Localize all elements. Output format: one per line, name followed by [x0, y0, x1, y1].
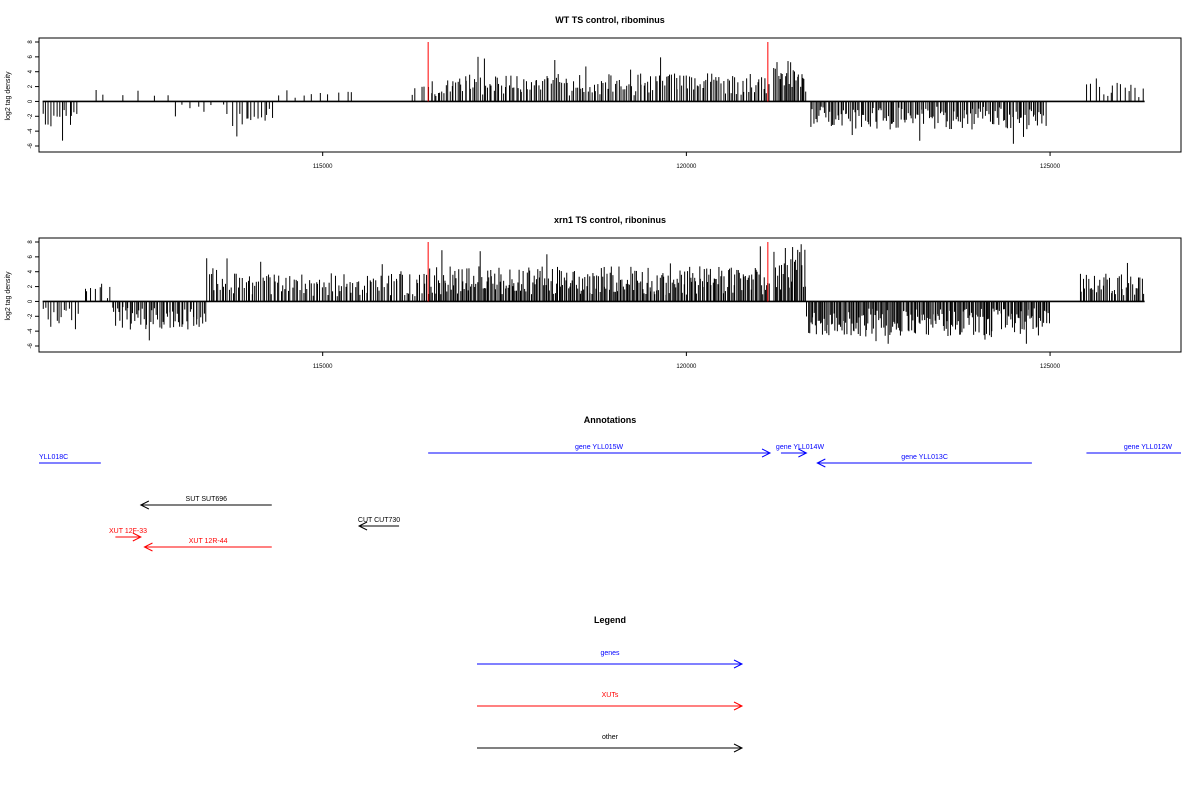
- x-tick-label: 125000: [1040, 364, 1061, 370]
- x-tick-label: 120000: [676, 164, 697, 170]
- y-tick-label: -4: [28, 328, 34, 334]
- marker-lines: [427, 42, 769, 102]
- feature-arrowhead: [816, 458, 826, 468]
- feature-arrowhead: [357, 521, 368, 531]
- legend-arrowhead: [733, 701, 744, 711]
- x-axis: 115000 120000 125000: [313, 352, 1061, 370]
- y-tick-label: 0: [28, 99, 34, 103]
- feature-label: gene YLL015W: [575, 444, 624, 451]
- feature-label: gene YLL013C: [901, 454, 948, 461]
- legend-arrowhead: [733, 743, 744, 753]
- legend-label: genes: [600, 650, 620, 657]
- feature-label: XUT 12R-44: [189, 538, 228, 545]
- legend-title: Legend: [594, 615, 626, 625]
- plot-frame: [38, 37, 1182, 153]
- legend-arrowhead: [733, 659, 744, 669]
- feature-label: XUT 12F-33: [109, 528, 147, 535]
- y-tick-label: -6: [28, 343, 34, 349]
- feature-label: SUT SUT696: [186, 496, 228, 503]
- feature-label: YLL018C: [39, 454, 68, 461]
- x-tick-label: 115000: [313, 164, 333, 170]
- y-axis: -6 -4 -2 0 2 4 6 8: [28, 240, 39, 349]
- y-tick-label: 8: [28, 40, 34, 44]
- legend-label: XUTs: [602, 692, 619, 699]
- y-axis-label: log2 tag density: [5, 71, 12, 121]
- feature-label: gene YLL014W: [776, 444, 825, 451]
- marker-lines: [427, 242, 769, 302]
- bar-series: [42, 244, 1145, 344]
- annotations-title: Annotations: [584, 415, 637, 425]
- feature-label: gene YLL012W: [1124, 444, 1173, 451]
- y-tick-label: 4: [28, 269, 34, 273]
- y-tick-label: -6: [28, 143, 34, 149]
- feature-arrows: YLL018C gene YLL015W gene YLL014W gene YLL0…: [39, 444, 1181, 552]
- panel-wt: WT TS control, ribominus log2 tag densit…: [5, 15, 1182, 170]
- x-tick-label: 125000: [1040, 164, 1061, 170]
- feature-arrowhead: [761, 448, 772, 458]
- y-tick-label: -4: [28, 128, 34, 134]
- y-tick-label: 2: [28, 284, 34, 288]
- y-tick-label: 0: [28, 299, 34, 303]
- y-tick-label: 2: [28, 84, 34, 88]
- y-tick-label: -2: [28, 113, 34, 119]
- plot-frame: [38, 237, 1182, 353]
- x-tick-label: 120000: [676, 364, 697, 370]
- x-axis: 115000 120000 125000: [313, 152, 1061, 170]
- feature-arrowhead: [139, 500, 150, 510]
- y-tick-label: 4: [28, 69, 34, 73]
- y-tick-label: -2: [28, 313, 34, 319]
- y-tick-label: 8: [28, 240, 34, 244]
- annotations-panel: Annotations YLL018C gene YLL015W gene YLL0…: [39, 415, 1181, 552]
- y-tick-label: 6: [28, 255, 34, 259]
- legend-panel: Legend genes XUTs other: [477, 615, 744, 753]
- y-axis-label: log2 tag density: [5, 271, 12, 321]
- legend-label: other: [602, 734, 619, 741]
- y-tick-label: 6: [28, 55, 34, 59]
- feature-arrowhead: [798, 448, 808, 458]
- bar-series: [42, 56, 1144, 144]
- x-tick-label: 115000: [313, 364, 333, 370]
- legend-items: genes XUTs other: [477, 650, 744, 753]
- panel-title: WT TS control, ribominus: [555, 15, 665, 25]
- y-axis: -6 -4 -2 0 2 4 6 8: [28, 40, 39, 149]
- panel-title: xrn1 TS control, riboninus: [554, 215, 666, 225]
- feature-label: CUT CUT730: [358, 517, 400, 524]
- feature-arrowhead: [132, 532, 142, 542]
- panel-xrn1: xrn1 TS control, riboninus log2 tag dens…: [5, 215, 1182, 370]
- feature-arrowhead: [143, 542, 153, 552]
